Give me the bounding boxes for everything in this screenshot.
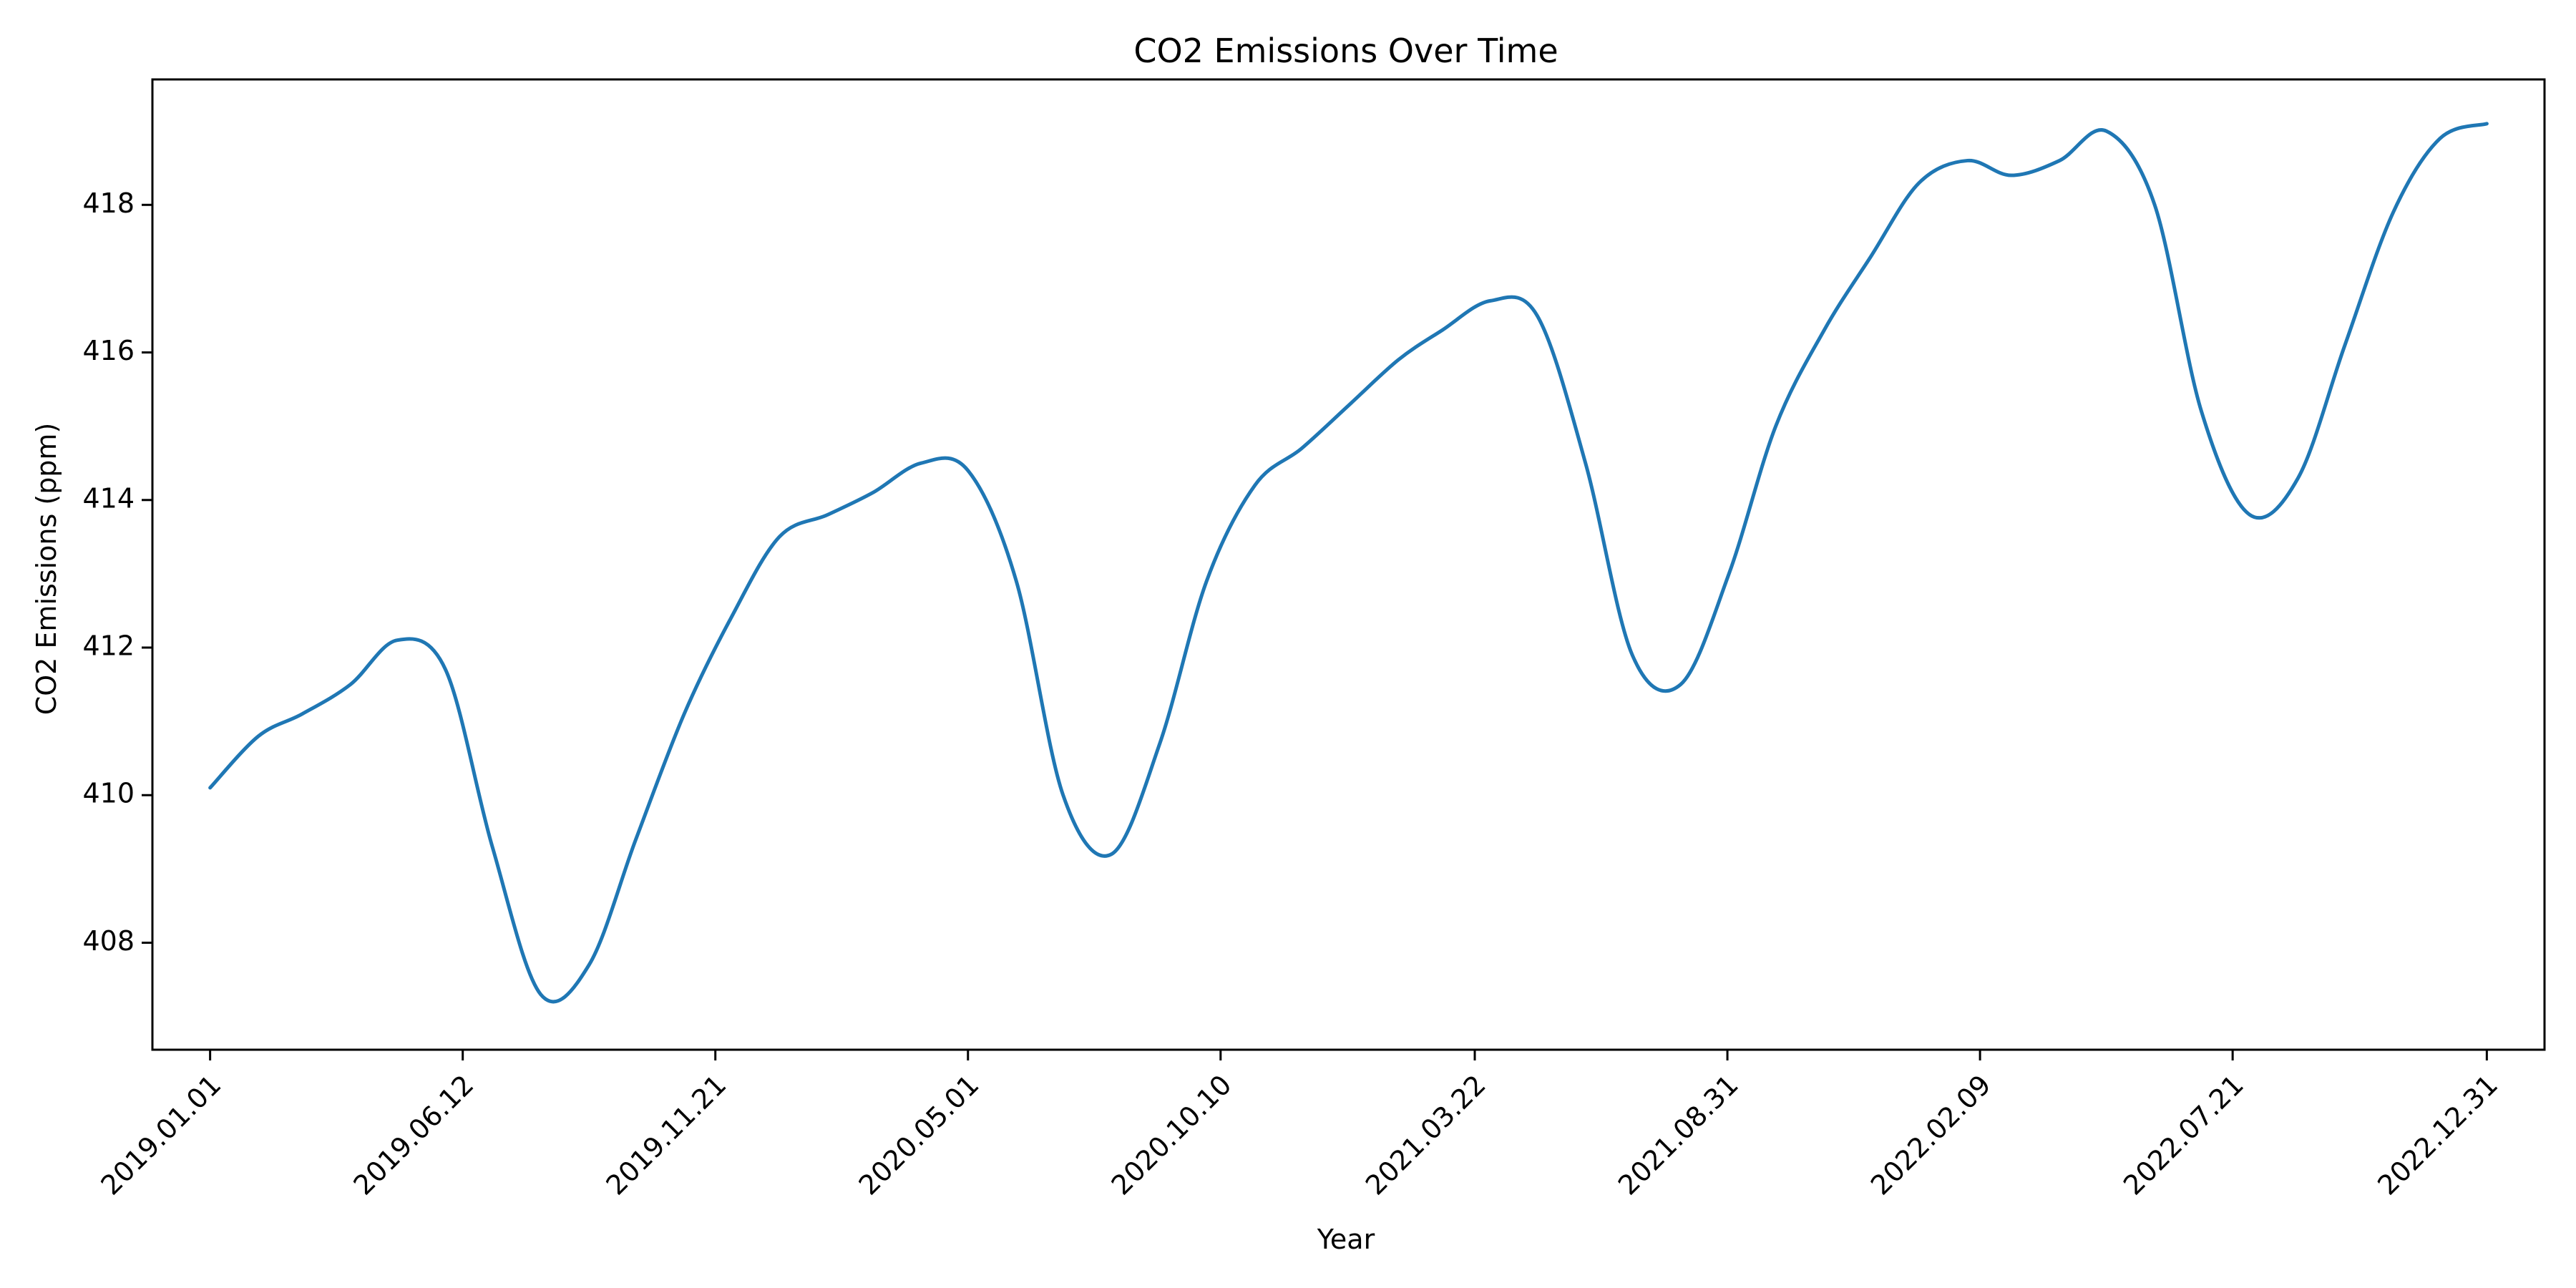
y-tick-label: 414 xyxy=(82,482,135,514)
plot-frame xyxy=(151,78,2546,1051)
series-layer xyxy=(208,122,2489,1004)
x-tick-label: 2019.01.01 xyxy=(94,1069,227,1201)
x-tick-label: 2020.05.01 xyxy=(853,1069,985,1201)
y-tick-label: 412 xyxy=(82,630,135,662)
x-tick-label: 2022.12.31 xyxy=(2371,1069,2504,1201)
x-tick-label: 2022.02.09 xyxy=(1865,1069,1997,1201)
x-tick-label: 2019.11.21 xyxy=(600,1069,733,1201)
y-tick-label: 416 xyxy=(82,335,135,366)
x-axis-label: Year xyxy=(1317,1224,1375,1255)
x-tick-label: 2021.08.31 xyxy=(1612,1069,1745,1201)
y-axis-ticks: 408 410 412 414 416 418 xyxy=(82,187,152,957)
x-axis-ticks: 2019.01.01 2019.06.12 2019.11.21 2020.05.01… xyxy=(94,1050,2504,1201)
y-tick-label: 408 xyxy=(82,925,135,957)
x-tick-label: 2019.06.12 xyxy=(347,1069,479,1201)
y-axis-label: CO2 Emissions (ppm) xyxy=(31,423,62,716)
x-tick-label: 2020.10.10 xyxy=(1106,1069,1238,1201)
x-tick-label: 2022.07.21 xyxy=(2117,1069,2250,1201)
chart-title: CO2 Emissions Over Time xyxy=(1133,31,1558,70)
y-tick-label: 410 xyxy=(82,778,135,809)
x-tick-label: 2021.03.22 xyxy=(1360,1069,1492,1201)
y-tick-label: 418 xyxy=(82,187,135,219)
series-line-0 xyxy=(208,122,2489,1004)
